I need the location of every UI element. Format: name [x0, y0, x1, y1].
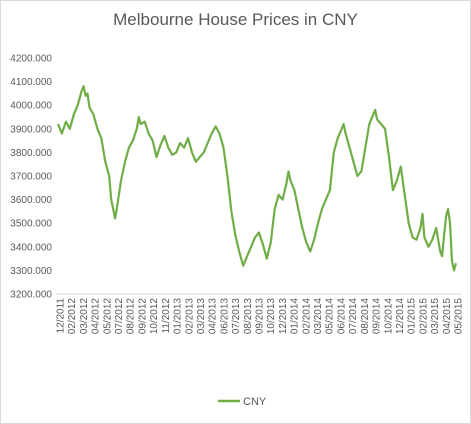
x-tick-label: 03/2015 — [430, 298, 441, 335]
x-tick-label: 04/2012 — [91, 298, 102, 335]
plot-area — [56, 85, 457, 272]
x-tick-label: 10/2014 — [383, 298, 394, 335]
legend: CNY — [218, 396, 267, 408]
y-tick-label: 3900.000 — [10, 124, 52, 135]
y-axis: 3200.000 3300.000 3400.000 3500.000 3600.000… — [10, 54, 52, 301]
x-tick-label: 10/2012 — [149, 298, 160, 335]
x-tick-label: 05/2012 — [102, 298, 113, 335]
y-tick-label: 3500.000 — [10, 219, 52, 230]
x-tick-label: 02/2013 — [184, 298, 195, 335]
x-tick-label: 03/2014 — [313, 298, 324, 335]
x-tick-label: 02/2015 — [418, 298, 429, 335]
x-tick-label: 01/2013 — [173, 298, 184, 335]
x-tick-label: 09/2014 — [372, 298, 383, 335]
x-tick-label: 01/2014 — [290, 298, 301, 335]
x-tick-label: 06/2014 — [336, 298, 347, 335]
x-tick-label: 04/2015 — [442, 298, 453, 335]
x-tick-label: 08/2014 — [360, 298, 371, 335]
x-tick-label: 12/2013 — [278, 298, 289, 335]
x-tick-label: 10/2013 — [266, 298, 277, 335]
y-tick-label: 3700.000 — [10, 172, 52, 183]
x-tick-label: 02/2014 — [301, 298, 312, 335]
y-tick-label: 4200.000 — [10, 54, 52, 65]
x-tick-label: 02/2012 — [67, 298, 78, 335]
x-tick-label: 03/2012 — [79, 298, 90, 335]
y-tick-label: 3200.000 — [10, 290, 52, 301]
x-tick-label: 05/2014 — [325, 298, 336, 335]
x-tick-label: 09/2013 — [255, 298, 266, 335]
x-tick-label: 11/2012 — [161, 298, 172, 334]
chart-title: Melbourne House Prices in CNY — [113, 10, 358, 29]
y-tick-label: 4100.000 — [10, 77, 52, 88]
x-axis: 12/2011 02/2012 03/2012 04/2012 05/2012 07/20… — [56, 293, 465, 335]
y-tick-label: 3400.000 — [10, 242, 52, 253]
y-tick-label: 3600.000 — [10, 195, 52, 206]
x-tick-label: 07/2013 — [231, 298, 242, 335]
x-tick-label: 12/2011 — [56, 298, 67, 334]
x-tick-label: 12/2014 — [395, 298, 406, 335]
y-tick-label: 4000.000 — [10, 101, 52, 112]
x-tick-label: 03/2013 — [196, 298, 207, 335]
x-tick-label: 04/2013 — [208, 298, 219, 335]
x-tick-label: 07/2012 — [114, 298, 125, 335]
x-tick-label: 09/2012 — [137, 298, 148, 335]
x-tick-label: 06/2013 — [219, 298, 230, 335]
x-tick-label: 05/2015 — [454, 298, 465, 335]
x-tick-label: 08/2012 — [126, 298, 137, 335]
y-tick-label: 3800.000 — [10, 148, 52, 159]
x-tick-label: 01/2015 — [407, 298, 418, 335]
x-tick-label: 07/2014 — [348, 298, 359, 335]
x-tick-label: 08/2013 — [243, 298, 254, 335]
series-line-cny — [56, 85, 457, 272]
y-tick-label: 3300.000 — [10, 266, 52, 277]
legend-label: CNY — [243, 396, 267, 408]
